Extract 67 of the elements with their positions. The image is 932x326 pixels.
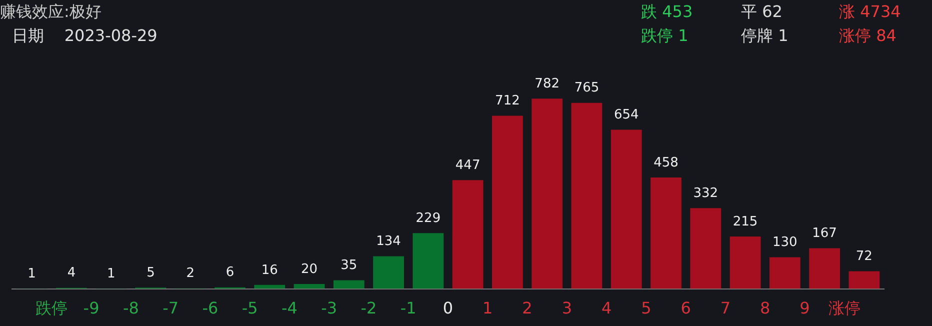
data-label: 765	[574, 80, 600, 96]
data-label: 4	[67, 266, 76, 281]
data-label: 332	[693, 186, 718, 201]
bar	[848, 271, 880, 289]
x-tick-label: 4	[601, 298, 612, 318]
data-label: 447	[455, 158, 480, 174]
data-label: 5	[146, 265, 155, 280]
data-label: 1	[28, 266, 36, 282]
bar	[650, 177, 682, 289]
bar	[690, 208, 722, 289]
bar	[254, 284, 286, 289]
bar	[412, 233, 444, 289]
x-tick-label: 2	[522, 298, 532, 318]
text: 跌停 1	[641, 26, 688, 47]
bar	[730, 236, 761, 289]
x-tick-label: -4	[281, 298, 298, 318]
chart-title: 赚钱效应:极好	[0, 2, 102, 23]
bar	[809, 248, 840, 289]
data-label: 782	[534, 76, 560, 92]
x-tick-label: 8	[760, 298, 770, 318]
chart-subtitle: 日期 2023-08-29	[12, 26, 158, 47]
data-label: 134	[376, 234, 401, 250]
x-tick-label: -9	[83, 298, 100, 318]
bar	[571, 102, 602, 289]
data-label: 215	[732, 214, 758, 230]
text: 平 62	[741, 2, 782, 23]
data-label: 72	[856, 249, 872, 264]
data-label: 167	[812, 226, 837, 242]
bar	[610, 130, 642, 289]
x-tick-label: -2	[360, 298, 377, 318]
bar	[294, 284, 325, 289]
data-label: 35	[340, 258, 358, 274]
x-tick-label: 涨停	[828, 298, 860, 318]
text: 跌 453	[641, 2, 693, 23]
x-tick-label: 7	[720, 298, 731, 318]
x-tick-label: -8	[122, 298, 139, 318]
x-tick-label: 9	[800, 298, 810, 318]
text: 停牌 1	[741, 26, 788, 47]
data-label: 458	[654, 155, 678, 170]
x-tick-label: -3	[321, 298, 338, 318]
x-tick-label: -6	[202, 298, 218, 318]
data-label: 1	[106, 266, 116, 282]
x-tick-label: 6	[680, 298, 691, 318]
bar	[333, 280, 364, 289]
bar	[452, 180, 484, 289]
bar	[532, 98, 563, 289]
data-label: 20	[301, 262, 318, 277]
x-tick-label: -5	[242, 298, 258, 318]
data-label: 712	[495, 94, 520, 109]
data-label: 130	[772, 235, 798, 250]
bar	[492, 116, 523, 289]
text: 涨停 84	[839, 26, 896, 47]
text: 涨 4734	[839, 2, 901, 23]
data-label: 654	[614, 108, 639, 123]
data-label: 2	[186, 266, 195, 282]
bar	[769, 257, 800, 289]
x-tick-label: 0	[442, 298, 454, 318]
x-tick-label: 3	[562, 298, 572, 318]
x-tick-label: 1	[482, 298, 493, 318]
x-tick-label: 跌停	[36, 298, 68, 318]
bar	[373, 256, 404, 289]
data-label: 6	[226, 265, 234, 280]
x-tick-label: -7	[162, 298, 179, 318]
data-label: 229	[416, 211, 441, 226]
data-label: 16	[261, 262, 278, 278]
x-tick-label: -1	[400, 298, 416, 318]
x-tick-label: 5	[641, 298, 652, 318]
